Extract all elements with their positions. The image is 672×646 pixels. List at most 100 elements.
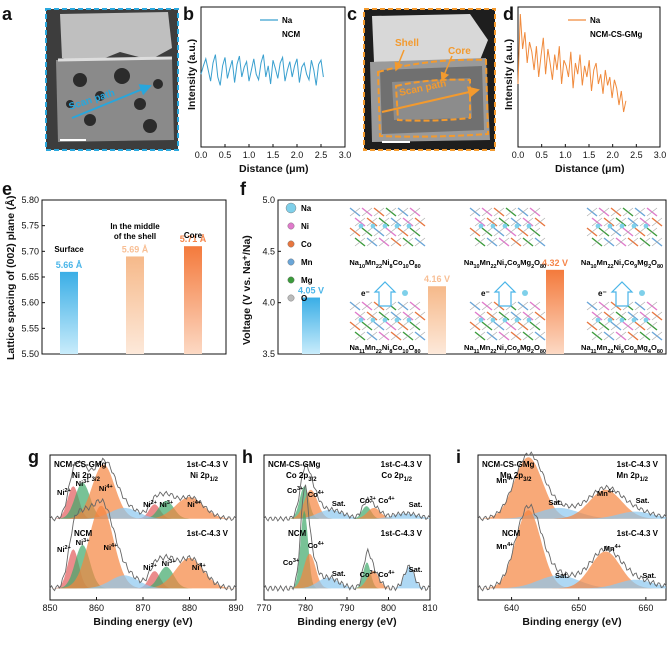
- spectrum-tag: NCM: [502, 529, 521, 538]
- panel-label-b: b: [183, 4, 194, 24]
- x-tick-label: 810: [422, 603, 437, 613]
- x-tick-label: 2.0: [291, 150, 304, 160]
- x-tick-label: 880: [182, 603, 197, 613]
- y-ticks-f: 3.5 4.0 4.5 5.0: [262, 195, 281, 359]
- fit-component: [478, 575, 666, 589]
- fit-component: [478, 457, 666, 519]
- fit-component: [478, 579, 666, 589]
- x-tick-label: 3.0: [339, 150, 352, 160]
- plot-frame-d: [517, 6, 661, 148]
- x-tick-label: 890: [228, 603, 243, 613]
- na-ion: [522, 290, 528, 296]
- panel-a: a Scan path: [2, 4, 179, 151]
- formula: Na10Mn22Ni7Co9Mg2O80: [464, 258, 546, 270]
- fit-component: [264, 553, 430, 589]
- peak-label: Mn4+: [597, 489, 614, 498]
- fit-component: [50, 507, 236, 519]
- bar-value-label: 5.69 Å: [122, 244, 149, 254]
- bars-f: 4.05 V 4.16 V 4.32 V: [298, 258, 568, 354]
- panel-label-c: c: [347, 4, 357, 24]
- y-tick-label: 5.50: [21, 349, 39, 359]
- x-tick-label: 0.0: [512, 150, 525, 160]
- peak-label: Ni3+: [162, 559, 176, 568]
- x-tick-label: 2.0: [606, 150, 619, 160]
- formula: Na11Mn22Ni7Co9Mg2O80: [464, 343, 546, 355]
- peak-label: Sat.: [409, 565, 423, 574]
- raw-spectrum: [49, 497, 237, 592]
- panel-d: d 0.0 0.5 1.0 1.5 2.0 2.5 3.0 Na NCM-CS-GMg In…: [503, 4, 666, 175]
- x-axis-label-d: Distance (μm): [555, 163, 624, 175]
- bar-value-label: 5.71 Å: [180, 234, 207, 244]
- panel-b: b 0.0 0.5 1.0 1.5 2.0 2.5 3.0 Na NCM Intensity…: [183, 4, 351, 175]
- legend-dot: [287, 222, 295, 230]
- peak-label: Co3+: [283, 558, 299, 567]
- scan-arrow-a: [71, 84, 152, 119]
- shell-outline-c: [376, 58, 490, 138]
- bar: [302, 297, 320, 354]
- legend-sample-b: NCM: [282, 30, 301, 39]
- raw-spectrum: [477, 503, 667, 592]
- x-tick-label: 860: [89, 603, 104, 613]
- peak-label: Sat.: [332, 499, 346, 508]
- peak-label: Ni2+: [57, 545, 71, 554]
- x-tick-label: 1.5: [583, 150, 596, 160]
- x-tick-label: 0.5: [219, 150, 232, 160]
- shell-pointer-c: [394, 49, 405, 72]
- peak-label: Ni3+: [159, 500, 173, 509]
- legend-dot: [287, 276, 295, 284]
- y-tick-label: 5.70: [21, 246, 39, 256]
- spectrum-tag: Ni 2p1/2: [190, 471, 219, 483]
- up-arrow: [493, 281, 517, 307]
- raw-spectrum: [477, 451, 667, 522]
- spectrum-tag: 1st-C-4.3 V: [381, 529, 423, 538]
- spectrum-tag: NCM-CS-GMg: [268, 460, 321, 469]
- peak-label: Mn4+: [496, 542, 513, 551]
- peak-label: Co4+: [308, 490, 324, 499]
- formula: Na11Mn22Ni6Co8Mg4O80: [581, 343, 663, 355]
- peak-label: Ni2+: [143, 563, 157, 572]
- spectrum-tag: 1st-C-4.3 V: [187, 460, 229, 469]
- x-ticks-d: 0.0 0.5 1.0 1.5 2.0 2.5 3.0: [512, 144, 666, 160]
- spectrum-tag: Co 2p1/2: [381, 471, 412, 483]
- spectrum-tag: Mn 2p1/2: [617, 471, 649, 483]
- x-tick-label: 1.0: [243, 150, 256, 160]
- frame-a: [45, 8, 179, 151]
- spectrum-tag: NCM: [74, 529, 93, 538]
- y-axis-label-d: Intensity (a.u.): [503, 39, 515, 110]
- scan-arrow-c: [381, 86, 480, 113]
- peak-label: Co4+: [308, 541, 324, 550]
- x-tick-label: 2.5: [630, 150, 643, 160]
- peak-label: Ni4+: [99, 484, 113, 493]
- x-tick-label: 850: [42, 603, 57, 613]
- y-axis-label-b: Intensity (a.u.): [186, 39, 198, 110]
- spectrum-tag: 1st-C-4.3 V: [617, 460, 659, 469]
- fit-component: [50, 575, 236, 589]
- spectrum-tag: 1st-C-4.3 V: [617, 529, 659, 538]
- peak-label: Sat.: [409, 500, 423, 509]
- fit-component: [478, 507, 666, 519]
- electron-label: e⁻: [598, 289, 607, 298]
- x-tick-label: 1.0: [559, 150, 572, 160]
- y-tick-label: 5.80: [21, 195, 39, 205]
- fit-component: [50, 464, 236, 519]
- legend-element-d: Na: [590, 16, 601, 25]
- x-axis-label: Binding energy (eV): [522, 616, 621, 628]
- y-tick-label: 5.0: [262, 195, 275, 205]
- bar-value-label: 4.32 V: [542, 258, 568, 268]
- bar: [126, 256, 144, 354]
- legend-dot: [285, 202, 297, 214]
- x-tick-label: 2.5: [315, 150, 328, 160]
- y-tick-label: 4.0: [262, 298, 275, 308]
- peak-label: Co3+: [287, 486, 303, 495]
- peak-label: Ni4+: [187, 500, 201, 509]
- bar: [428, 286, 446, 354]
- x-tick-label: 800: [381, 603, 396, 613]
- crystal-structures-f: e⁻ e⁻ e⁻ Na10Mn22Ni8Co10O80 Na10Mn22Ni7Co9Mg…: [349, 207, 663, 355]
- panel-label-i: i: [456, 447, 461, 467]
- x-tick-label: 0.0: [195, 150, 208, 160]
- x-axis-label-b: Distance (μm): [239, 163, 308, 175]
- x-tick-label: 1.5: [267, 150, 280, 160]
- spectrum-tag: NCM-CS-GMg: [54, 460, 107, 469]
- peak-label: Co4+: [378, 570, 394, 579]
